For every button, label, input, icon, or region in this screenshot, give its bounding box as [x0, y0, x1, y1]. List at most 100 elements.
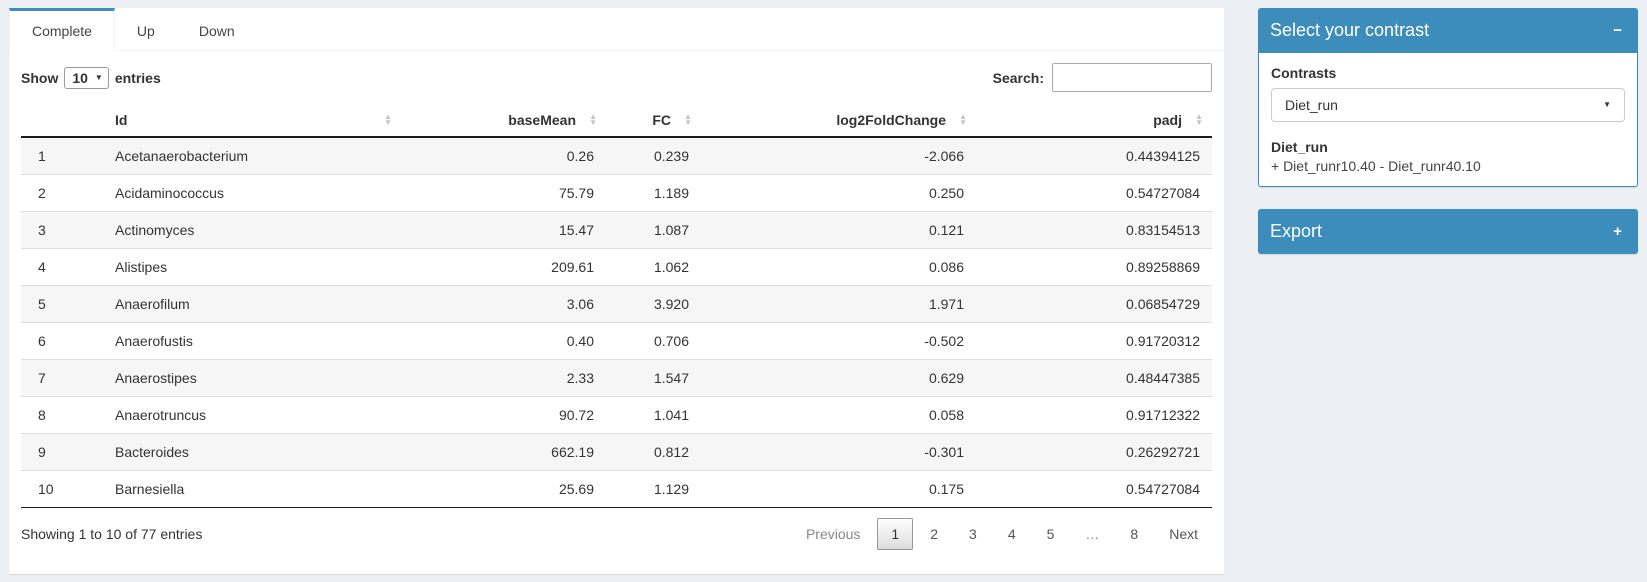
- cell-num: 8: [21, 396, 105, 434]
- page-button-…[interactable]: …: [1085, 526, 1100, 542]
- cell-id: Bacteroides: [105, 433, 401, 471]
- tab-down[interactable]: Down: [198, 23, 235, 39]
- cell-padj: 0.44394125: [976, 136, 1212, 175]
- contrast-select[interactable]: Diet_run ▼: [1271, 88, 1625, 122]
- export-box-title: Export: [1270, 221, 1323, 241]
- cell-log2fc: 0.058: [701, 396, 976, 434]
- cell-id: Actinomyces: [105, 211, 401, 249]
- sort-icon[interactable]: ▲ ▼: [384, 112, 392, 127]
- column-label: FC: [652, 112, 671, 128]
- cell-fc: 1.087: [606, 211, 701, 249]
- cell-baseMean: 662.19: [401, 433, 606, 471]
- collapse-minus-icon[interactable]: −: [1613, 22, 1622, 39]
- cell-fc: 0.239: [606, 136, 701, 175]
- page-button-3[interactable]: 3: [969, 526, 977, 542]
- table-row: 3 Actinomyces 15.47 1.087 0.121 0.83154513: [21, 211, 1212, 249]
- page-length-control: Show 10 ▼ entries: [21, 66, 161, 89]
- column-header-baseMean[interactable]: baseMean ▲ ▼: [401, 104, 606, 138]
- cell-fc: 1.547: [606, 359, 701, 397]
- cell-num: 7: [21, 359, 105, 397]
- sort-icon[interactable]: ▲ ▼: [589, 112, 597, 127]
- cell-padj: 0.06854729: [976, 285, 1212, 323]
- cell-fc: 1.189: [606, 174, 701, 212]
- cell-id: Alistipes: [105, 248, 401, 286]
- contrast-result-formula: + Diet_runr10.40 - Diet_runr40.10: [1271, 158, 1481, 174]
- page-length-value: 10: [72, 69, 88, 86]
- cell-fc: 0.706: [606, 322, 701, 360]
- cell-fc: 1.062: [606, 248, 701, 286]
- results-card: Complete Up Down Show 10 ▼ entries Searc…: [9, 8, 1224, 574]
- cell-padj: 0.91712322: [976, 396, 1212, 434]
- cell-num: 5: [21, 285, 105, 323]
- cell-log2fc: 1.971: [701, 285, 976, 323]
- cell-id: Acetanaerobacterium: [105, 136, 401, 175]
- column-header-padj[interactable]: padj ▲ ▼: [976, 104, 1212, 138]
- cell-num: 1: [21, 136, 105, 175]
- sort-icon[interactable]: ▲ ▼: [959, 112, 967, 127]
- sidebar-column: Select your contrast − Contrasts Diet_ru…: [1258, 8, 1638, 574]
- table-body: 1 Acetanaerobacterium 0.26 0.239 -2.066 0.443…: [21, 136, 1212, 508]
- cell-num: 6: [21, 322, 105, 360]
- cell-num: 10: [21, 470, 105, 508]
- sort-icon[interactable]: ▲ ▼: [684, 112, 692, 127]
- caret-down-icon: ▼: [1603, 100, 1611, 109]
- tab-up[interactable]: Up: [136, 23, 155, 39]
- cell-log2fc: 0.175: [701, 470, 976, 508]
- tab-complete[interactable]: Complete: [9, 8, 115, 51]
- expand-plus-icon[interactable]: +: [1613, 223, 1622, 240]
- cell-id: Anaerofilum: [105, 285, 401, 323]
- cell-fc: 0.812: [606, 433, 701, 471]
- pagination: Previous 1 2 3 4 5 … 8 Next: [789, 518, 1212, 550]
- column-header-fc[interactable]: FC ▲ ▼: [606, 104, 701, 138]
- column-header-log2fc[interactable]: log2FoldChange ▲ ▼: [701, 104, 976, 138]
- cell-id: Anaerotruncus: [105, 396, 401, 434]
- export-box: Export +: [1258, 209, 1638, 254]
- contrast-box: Select your contrast − Contrasts Diet_ru…: [1258, 8, 1638, 187]
- cell-log2fc: 0.086: [701, 248, 976, 286]
- caret-down-icon: ▼: [94, 72, 103, 82]
- cell-log2fc: -0.502: [701, 322, 976, 360]
- table-row: 7 Anaerostipes 2.33 1.547 0.629 0.48447385: [21, 359, 1212, 397]
- column-label: Id: [115, 112, 128, 128]
- export-box-header[interactable]: Export +: [1258, 209, 1638, 254]
- table-row: 8 Anaerotruncus 90.72 1.041 0.058 0.91712322: [21, 396, 1212, 434]
- table-row: 1 Acetanaerobacterium 0.26 0.239 -2.066 0.443…: [21, 136, 1212, 175]
- cell-padj: 0.91720312: [976, 322, 1212, 360]
- table-panel: Show 10 ▼ entries Search: Id ▲ ▼ baseMean ▲ ▼…: [9, 51, 1224, 550]
- page-button-2[interactable]: 2: [930, 526, 939, 542]
- cell-baseMean: 0.40: [401, 322, 606, 360]
- contrasts-label: Contrasts: [1271, 65, 1337, 81]
- cell-id: Acidaminococcus: [105, 174, 401, 212]
- contrast-result-name: Diet_run: [1271, 139, 1328, 155]
- cell-num: 2: [21, 174, 105, 212]
- page-button-4[interactable]: 4: [1007, 526, 1016, 542]
- cell-baseMean: 75.79: [401, 174, 606, 212]
- column-header-id[interactable]: Id ▲ ▼: [105, 104, 401, 138]
- page-button-5[interactable]: 5: [1046, 526, 1055, 542]
- page-button-1[interactable]: 1: [877, 518, 914, 550]
- contrast-box-header[interactable]: Select your contrast −: [1258, 8, 1638, 53]
- cell-padj: 0.54727084: [976, 470, 1212, 508]
- table-header-row: Id ▲ ▼ baseMean ▲ ▼ FC ▲ ▼ log2FoldChange ▲ ▼ padj ▲ ▼: [21, 104, 1212, 138]
- search-control: Search:: [993, 63, 1212, 92]
- cell-baseMean: 15.47: [401, 211, 606, 249]
- page-button-Previous[interactable]: Previous: [805, 526, 861, 542]
- page-button-Next[interactable]: Next: [1169, 526, 1198, 542]
- search-input[interactable]: [1052, 63, 1212, 92]
- page-length-select[interactable]: 10 ▼: [64, 66, 109, 89]
- table-row: 9 Bacteroides 662.19 0.812 -0.301 0.26292721: [21, 433, 1212, 471]
- contrast-box-title: Select your contrast: [1270, 20, 1430, 40]
- sort-icon[interactable]: ▲ ▼: [1195, 112, 1203, 127]
- page-button-8[interactable]: 8: [1130, 526, 1139, 542]
- table-row: 2 Acidaminococcus 75.79 1.189 0.250 0.5472708…: [21, 174, 1212, 212]
- cell-baseMean: 25.69: [401, 470, 606, 508]
- cell-num: 9: [21, 433, 105, 471]
- cell-num: 4: [21, 248, 105, 286]
- cell-id: Anaerostipes: [105, 359, 401, 397]
- table-footer: Showing 1 to 10 of 77 entries Previous 1 2…: [21, 518, 1212, 550]
- results-table: Id ▲ ▼ baseMean ▲ ▼ FC ▲ ▼ log2FoldChange ▲ ▼ padj ▲ ▼…: [21, 104, 1212, 508]
- cell-baseMean: 3.06: [401, 285, 606, 323]
- cell-padj: 0.48447385: [976, 359, 1212, 397]
- table-head: Id ▲ ▼ baseMean ▲ ▼ FC ▲ ▼ log2FoldChange ▲ ▼ padj ▲ ▼: [21, 104, 1212, 138]
